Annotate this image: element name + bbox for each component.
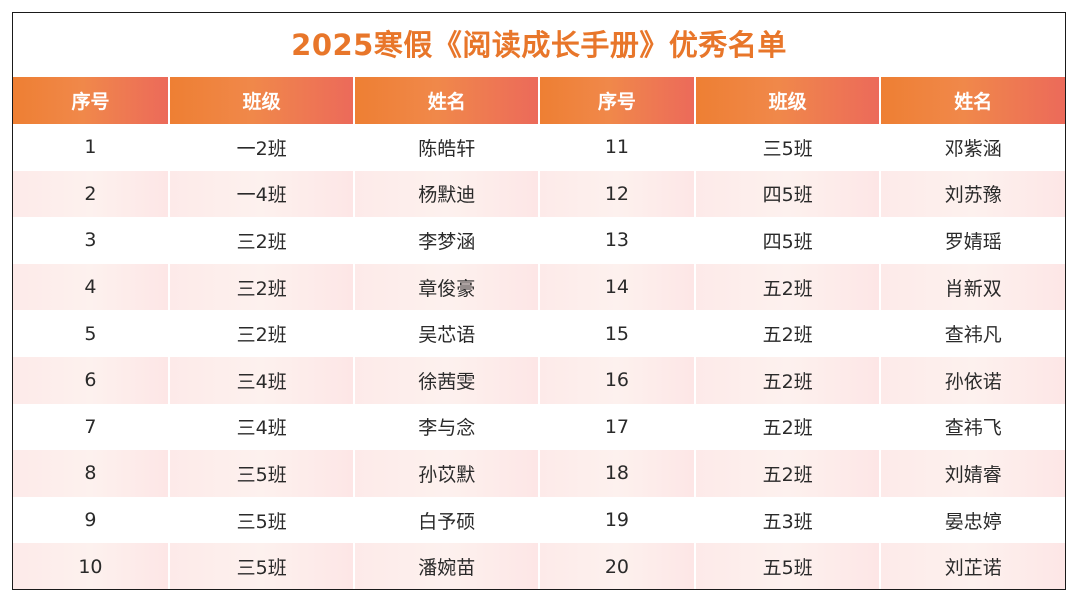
class-cell: 三4班 xyxy=(168,356,356,404)
index-cell: 1 xyxy=(13,124,170,171)
table-row: 7 三4班 李与念 17 五2班 查祎飞 xyxy=(13,403,1065,451)
index-cell: 6 xyxy=(13,356,170,404)
table-row: 1 一2班 陈皓轩 11 三5班 邓紫涵 xyxy=(13,124,1065,171)
index-cell: 7 xyxy=(13,403,170,451)
header-class-right: 班级 xyxy=(694,77,882,124)
name-cell: 章俊豪 xyxy=(354,263,540,311)
name-cell: 杨默迪 xyxy=(354,170,540,218)
table-row: 9 三5班 白予硕 19 五3班 晏忠婷 xyxy=(13,496,1065,544)
name-cell: 刘苏豫 xyxy=(880,170,1065,218)
header-index-right: 序号 xyxy=(538,77,696,124)
index-cell: 2 xyxy=(13,170,170,218)
class-cell: 三5班 xyxy=(694,124,882,171)
header-name-right: 姓名 xyxy=(880,77,1065,124)
class-cell: 三2班 xyxy=(168,310,356,357)
index-cell: 5 xyxy=(13,310,170,357)
header-index-left: 序号 xyxy=(13,77,170,124)
index-cell: 12 xyxy=(538,170,696,218)
index-cell: 17 xyxy=(538,403,696,451)
index-cell: 4 xyxy=(13,263,170,311)
name-cell: 陈皓轩 xyxy=(354,124,540,171)
class-cell: 三5班 xyxy=(168,450,356,497)
class-cell: 三4班 xyxy=(168,403,356,451)
honor-list-panel: 2025寒假《阅读成长手册》优秀名单 序号 班级 姓名 序号 班级 姓名 1 一2… xyxy=(12,12,1066,590)
index-cell: 9 xyxy=(13,496,170,544)
name-cell: 查祎飞 xyxy=(880,403,1065,451)
name-cell: 孙依诺 xyxy=(880,356,1065,404)
index-cell: 13 xyxy=(538,217,696,264)
class-cell: 五2班 xyxy=(694,356,882,404)
class-cell: 五3班 xyxy=(694,496,882,544)
class-cell: 五2班 xyxy=(694,310,882,357)
index-cell: 20 xyxy=(538,543,696,589)
class-cell: 五5班 xyxy=(694,543,882,589)
name-cell: 吴芯语 xyxy=(354,310,540,357)
class-cell: 一4班 xyxy=(168,170,356,218)
name-cell: 徐茜雯 xyxy=(354,356,540,404)
index-cell: 11 xyxy=(538,124,696,171)
class-cell: 五2班 xyxy=(694,450,882,497)
name-cell: 刘芷诺 xyxy=(880,543,1065,589)
name-cell: 邓紫涵 xyxy=(880,124,1065,171)
honor-table: 序号 班级 姓名 序号 班级 姓名 1 一2班 陈皓轩 11 三5班 邓紫涵 2 一4班 杨默迪… xyxy=(13,77,1065,589)
table-row: 3 三2班 李梦涵 13 四5班 罗婧瑶 xyxy=(13,217,1065,264)
header-class-left: 班级 xyxy=(168,77,356,124)
index-cell: 16 xyxy=(538,356,696,404)
index-cell: 3 xyxy=(13,217,170,264)
name-cell: 潘婉苗 xyxy=(354,543,540,589)
name-cell: 李梦涵 xyxy=(354,217,540,264)
index-cell: 14 xyxy=(538,263,696,311)
table-body: 1 一2班 陈皓轩 11 三5班 邓紫涵 2 一4班 杨默迪 12 四5班 刘苏豫 3 三2班 李梦涵 13 四… xyxy=(13,124,1065,589)
name-cell: 查祎凡 xyxy=(880,310,1065,357)
class-cell: 四5班 xyxy=(694,217,882,264)
class-cell: 五2班 xyxy=(694,263,882,311)
header-name-left: 姓名 xyxy=(354,77,540,124)
name-cell: 肖新双 xyxy=(880,263,1065,311)
index-cell: 19 xyxy=(538,496,696,544)
class-cell: 三2班 xyxy=(168,263,356,311)
name-cell: 孙苡默 xyxy=(354,450,540,497)
table-header: 序号 班级 姓名 序号 班级 姓名 xyxy=(13,77,1065,124)
class-cell: 三2班 xyxy=(168,217,356,264)
table-row: 2 一4班 杨默迪 12 四5班 刘苏豫 xyxy=(13,170,1065,218)
class-cell: 三5班 xyxy=(168,543,356,589)
index-cell: 10 xyxy=(13,543,170,589)
class-cell: 一2班 xyxy=(168,124,356,171)
table-row: 6 三4班 徐茜雯 16 五2班 孙依诺 xyxy=(13,356,1065,404)
header-row: 序号 班级 姓名 序号 班级 姓名 xyxy=(13,77,1065,124)
name-cell: 罗婧瑶 xyxy=(880,217,1065,264)
class-cell: 四5班 xyxy=(694,170,882,218)
table-row: 4 三2班 章俊豪 14 五2班 肖新双 xyxy=(13,263,1065,311)
table-row: 8 三5班 孙苡默 18 五2班 刘婧睿 xyxy=(13,450,1065,497)
index-cell: 15 xyxy=(538,310,696,357)
index-cell: 8 xyxy=(13,450,170,497)
name-cell: 晏忠婷 xyxy=(880,496,1065,544)
class-cell: 三5班 xyxy=(168,496,356,544)
index-cell: 18 xyxy=(538,450,696,497)
name-cell: 白予硕 xyxy=(354,496,540,544)
name-cell: 李与念 xyxy=(354,403,540,451)
page-title: 2025寒假《阅读成长手册》优秀名单 xyxy=(291,28,787,62)
table-row: 10 三5班 潘婉苗 20 五5班 刘芷诺 xyxy=(13,543,1065,589)
name-cell: 刘婧睿 xyxy=(880,450,1065,497)
class-cell: 五2班 xyxy=(694,403,882,451)
table-row: 5 三2班 吴芯语 15 五2班 查祎凡 xyxy=(13,310,1065,357)
